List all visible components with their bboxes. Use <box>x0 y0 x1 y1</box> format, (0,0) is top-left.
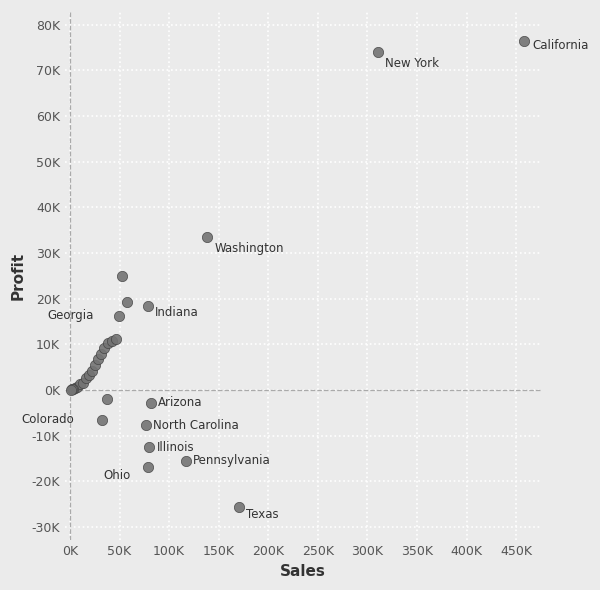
Text: Texas: Texas <box>245 508 278 521</box>
Y-axis label: Profit: Profit <box>11 252 26 300</box>
Point <box>111 334 121 343</box>
Point <box>181 456 190 466</box>
Point <box>72 382 82 391</box>
Point <box>142 421 151 430</box>
Point <box>203 232 212 242</box>
Point <box>103 339 112 348</box>
Point <box>70 383 80 392</box>
Point <box>96 349 106 359</box>
Point <box>102 394 112 404</box>
Point <box>67 385 76 394</box>
Text: New York: New York <box>385 57 439 70</box>
Point <box>93 354 103 363</box>
Text: North Carolina: North Carolina <box>154 419 239 432</box>
Point <box>115 311 124 320</box>
Point <box>143 463 152 472</box>
Point <box>519 37 529 46</box>
Point <box>81 373 91 383</box>
Text: Pennsylvania: Pennsylvania <box>193 454 270 467</box>
Text: Indiana: Indiana <box>155 306 199 319</box>
Text: Georgia: Georgia <box>47 309 94 322</box>
Point <box>75 380 85 389</box>
Point <box>117 271 127 280</box>
Text: Colorado: Colorado <box>21 413 74 426</box>
Point <box>143 301 152 311</box>
Point <box>122 297 131 307</box>
Point <box>107 336 116 345</box>
Point <box>145 442 154 452</box>
Point <box>90 360 100 369</box>
Text: Washington: Washington <box>214 242 284 255</box>
Text: Ohio: Ohio <box>103 469 130 482</box>
Text: California: California <box>532 39 589 52</box>
Text: Arizona: Arizona <box>158 396 203 409</box>
Point <box>99 343 109 353</box>
Point <box>234 503 244 512</box>
Point <box>97 415 107 424</box>
Point <box>373 47 383 57</box>
Point <box>68 384 78 394</box>
Point <box>87 366 97 375</box>
Text: Illinois: Illinois <box>157 441 194 454</box>
Point <box>67 385 77 394</box>
X-axis label: Sales: Sales <box>280 564 326 579</box>
Point <box>146 398 156 408</box>
Point <box>84 371 94 380</box>
Point <box>78 378 88 387</box>
